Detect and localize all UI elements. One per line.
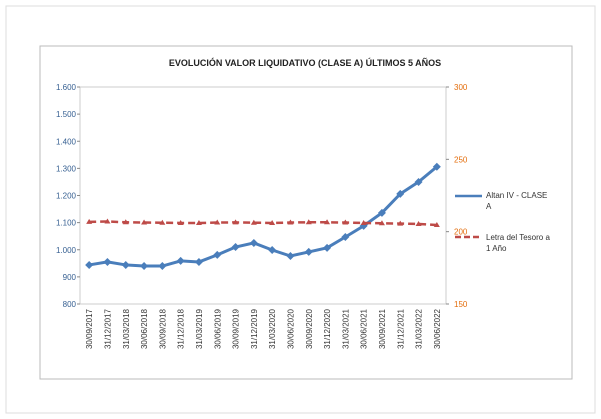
marker: [414, 177, 423, 186]
y-tick-label: 1.000: [56, 246, 77, 255]
y-tick-label: 1.500: [56, 110, 77, 119]
page-border: [5, 5, 596, 414]
marker: [305, 219, 312, 225]
y2-tick-label: 250: [454, 155, 468, 164]
x-tick-label: 31/03/2021: [341, 308, 350, 349]
x-tick-label: 31/03/2020: [268, 308, 277, 349]
marker: [377, 208, 386, 217]
x-tick-label: 30/09/2019: [232, 308, 241, 349]
marker: [104, 218, 111, 224]
marker: [159, 219, 166, 225]
marker: [397, 220, 404, 226]
x-tick-label: 30/06/2018: [140, 308, 149, 349]
marker: [177, 219, 184, 225]
marker: [249, 238, 258, 247]
marker: [141, 219, 148, 225]
x-tick-label: 31/12/2019: [250, 308, 259, 349]
x-tick-label: 31/03/2019: [195, 308, 204, 349]
marker: [287, 219, 294, 225]
legend-label: Altan IV - CLASE A: [486, 191, 548, 211]
x-tick-label: 30/06/2022: [433, 308, 442, 349]
marker: [103, 257, 112, 266]
marker: [140, 262, 149, 271]
x-tick-label: 31/03/2018: [122, 308, 131, 349]
marker: [122, 219, 129, 225]
marker: [194, 257, 203, 266]
marker: [195, 219, 202, 225]
marker: [432, 162, 441, 171]
marker: [324, 219, 331, 225]
marker: [86, 218, 93, 224]
x-tick-label: 31/12/2017: [103, 308, 112, 349]
chart-title: EVOLUCIÓN VALOR LIQUIDATIVO (CLASE A) ÚL…: [169, 57, 441, 68]
marker: [396, 189, 405, 198]
x-tick-label: 30/09/2021: [378, 308, 387, 349]
y-tick-label: 1.100: [56, 219, 77, 228]
marker: [360, 219, 367, 225]
marker: [250, 219, 257, 225]
marker: [342, 219, 349, 225]
marker: [121, 260, 130, 269]
x-tick-label: 31/12/2018: [177, 308, 186, 349]
y-tick-label: 1.600: [56, 83, 77, 92]
marker: [232, 219, 239, 225]
x-tick-label: 30/09/2017: [85, 308, 94, 349]
x-tick-label: 30/06/2021: [360, 308, 369, 349]
marker: [231, 243, 240, 252]
marker: [323, 243, 332, 252]
x-tick-label: 30/09/2020: [305, 308, 314, 349]
marker: [433, 222, 440, 228]
x-tick-label: 30/09/2018: [158, 308, 167, 349]
marker: [176, 256, 185, 265]
y2-tick-label: 150: [454, 300, 468, 309]
x-tick-label: 31/12/2020: [323, 308, 332, 349]
y2-tick-label: 300: [454, 83, 468, 92]
marker: [415, 220, 422, 226]
y-tick-label: 1.200: [56, 192, 77, 201]
marker: [378, 220, 385, 226]
marker: [214, 219, 221, 225]
y-tick-label: 800: [63, 300, 77, 309]
marker: [85, 260, 94, 269]
y2-tick-label: 200: [454, 228, 468, 237]
y-tick-label: 900: [63, 273, 77, 282]
series-line: [89, 220, 437, 227]
marker: [341, 233, 350, 242]
marker: [304, 247, 313, 256]
x-tick-label: 31/03/2022: [415, 308, 424, 349]
x-tick-label: 30/06/2019: [213, 308, 222, 349]
y-tick-label: 1.400: [56, 137, 77, 146]
legend-label: Letra del Tesoro a 1 Año: [486, 233, 550, 253]
marker: [269, 219, 276, 225]
chart-frame: [39, 45, 573, 380]
x-tick-label: 30/06/2020: [286, 308, 295, 349]
marker: [286, 251, 295, 260]
y-tick-label: 1.300: [56, 164, 77, 173]
marker: [158, 262, 167, 271]
x-tick-label: 31/12/2021: [396, 308, 405, 349]
marker: [213, 250, 222, 259]
marker: [268, 246, 277, 255]
